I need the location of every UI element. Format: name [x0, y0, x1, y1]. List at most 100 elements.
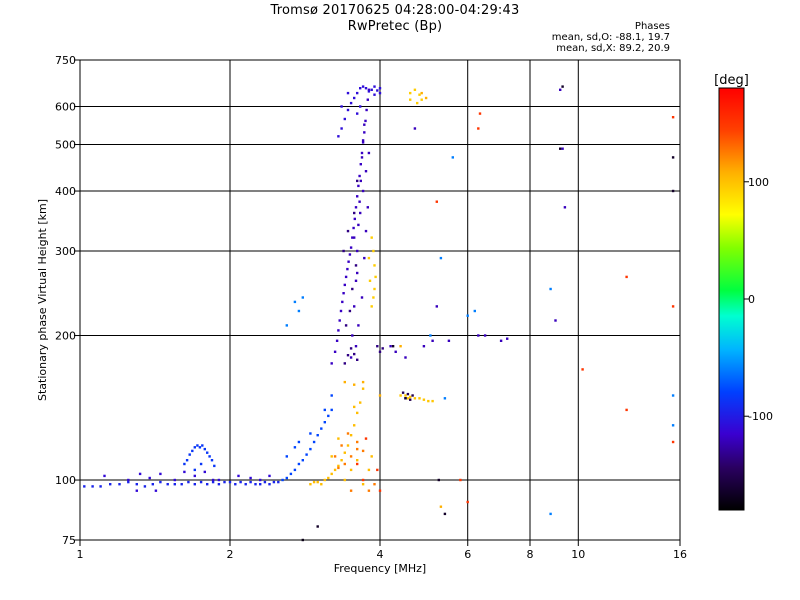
data-point — [447, 339, 451, 342]
data-point — [435, 200, 438, 203]
data-point — [359, 163, 362, 166]
x-tick-label: 6 — [464, 548, 471, 561]
data-point — [506, 337, 509, 340]
data-point — [370, 88, 373, 91]
data-point — [349, 455, 353, 458]
data-point — [549, 287, 552, 291]
data-point — [554, 319, 557, 322]
data-point — [340, 127, 343, 130]
data-point — [364, 170, 368, 173]
colorbar-tick-label: 100 — [748, 176, 769, 189]
data-point — [378, 394, 382, 397]
data-point — [213, 464, 216, 468]
data-point — [187, 480, 190, 484]
data-point — [343, 462, 346, 466]
data-point — [451, 156, 454, 159]
data-point — [361, 449, 365, 453]
data-point — [466, 314, 469, 317]
data-point — [343, 478, 346, 482]
data-point — [244, 483, 247, 486]
data-point — [337, 466, 340, 470]
data-point — [356, 462, 359, 466]
data-point — [356, 440, 359, 444]
data-point — [422, 345, 426, 348]
data-point — [293, 468, 297, 472]
data-point — [353, 217, 356, 221]
data-point — [435, 305, 438, 308]
data-point — [354, 345, 358, 348]
data-point — [91, 485, 94, 488]
data-point — [361, 483, 365, 486]
data-point — [330, 408, 333, 412]
data-point — [323, 408, 326, 412]
data-point — [354, 279, 358, 282]
data-point — [249, 480, 252, 484]
data-point — [199, 480, 203, 484]
data-point — [671, 440, 675, 444]
data-point — [372, 249, 375, 253]
data-point — [343, 283, 346, 287]
data-point — [351, 334, 354, 337]
data-point — [376, 89, 379, 92]
y-axis-label: Stationary phase Virtual Height [km] — [36, 199, 49, 401]
data-point — [206, 451, 209, 454]
data-point — [349, 246, 353, 249]
data-point — [406, 392, 410, 396]
data-point — [349, 356, 353, 359]
data-point — [206, 483, 209, 486]
data-point — [185, 459, 189, 462]
data-point — [159, 472, 162, 476]
data-point — [330, 362, 333, 365]
data-point — [359, 211, 362, 215]
x-tick-label: 1 — [77, 548, 84, 561]
data-point — [297, 440, 301, 444]
data-point — [370, 305, 373, 308]
data-point — [346, 354, 350, 357]
data-point — [499, 339, 503, 342]
data-point — [309, 447, 312, 451]
data-point — [427, 399, 430, 403]
data-point — [409, 91, 412, 95]
data-point — [353, 305, 356, 308]
data-point — [148, 476, 151, 480]
data-point — [357, 184, 360, 188]
data-point — [118, 483, 121, 486]
data-point — [367, 90, 371, 93]
data-point — [671, 156, 675, 159]
data-point — [373, 483, 376, 486]
data-point — [330, 394, 333, 397]
data-point — [143, 485, 147, 488]
data-point — [418, 397, 421, 400]
data-point — [373, 85, 376, 88]
data-point — [349, 434, 353, 437]
data-point — [353, 236, 356, 239]
data-point — [340, 105, 343, 108]
data-point — [367, 468, 371, 472]
data-point — [323, 421, 326, 424]
data-point — [378, 489, 382, 492]
data-point — [83, 485, 86, 488]
data-point — [477, 127, 480, 130]
data-point — [259, 483, 262, 486]
data-point — [309, 432, 312, 435]
data-point — [370, 236, 373, 239]
data-point — [356, 112, 359, 115]
data-point — [198, 446, 202, 449]
data-point — [401, 391, 405, 394]
data-points — [83, 85, 675, 542]
y-tick-label: 400 — [55, 185, 76, 198]
data-point — [413, 88, 417, 91]
data-point — [356, 358, 359, 361]
data-point — [211, 478, 215, 482]
data-point — [439, 505, 443, 508]
data-point — [259, 478, 262, 482]
data-point — [406, 397, 410, 400]
data-point — [404, 356, 407, 359]
data-point — [346, 267, 349, 271]
x-tick-label: 8 — [527, 548, 534, 561]
data-point — [234, 483, 237, 486]
data-point — [330, 455, 333, 458]
data-point — [183, 462, 186, 466]
data-point — [374, 275, 377, 279]
x-tick-label: 10 — [571, 548, 585, 561]
